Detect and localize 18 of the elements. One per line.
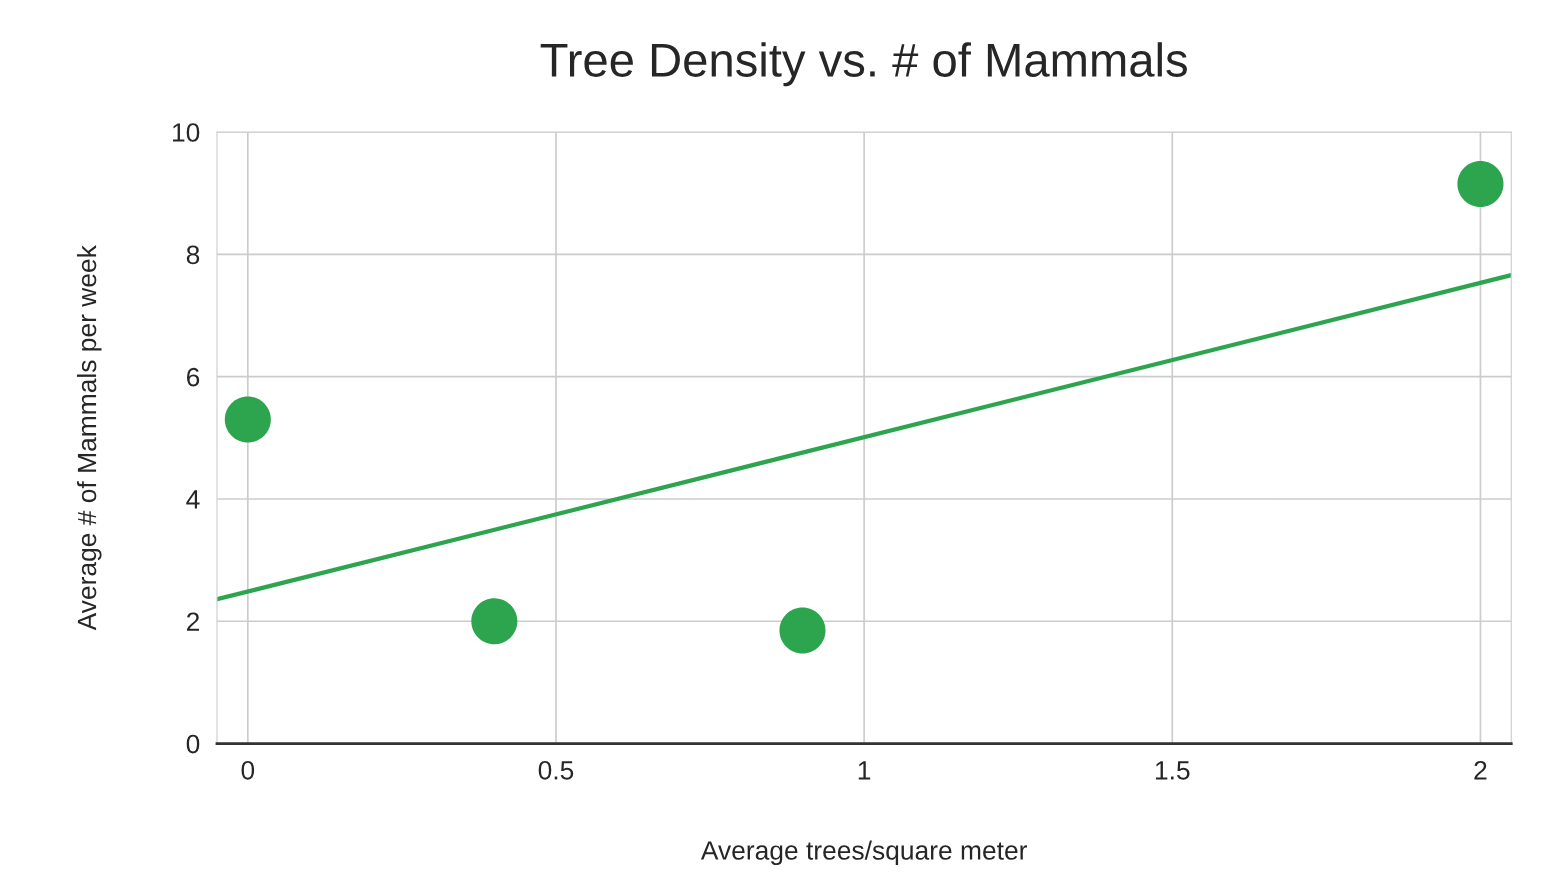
x-tick-label: 2: [1474, 760, 1487, 780]
x-tick-label: 0.5: [538, 760, 574, 780]
point: [1457, 160, 1504, 208]
x-axis-title: Average trees/square meter: [700, 840, 1028, 866]
chart-title: Tree Density vs. # of Mammals: [540, 42, 1187, 87]
y-tick-label: 0: [186, 734, 200, 754]
point: [224, 396, 271, 443]
y-tick-label: 6: [187, 367, 200, 387]
y-tick-label: 10: [173, 123, 200, 142]
x-tick-label: 1.5: [1155, 761, 1190, 780]
y-tick-label: 8: [186, 245, 200, 265]
point: [779, 607, 826, 654]
point: [471, 598, 518, 645]
y-axis-title: Average # of Mammals per week: [76, 245, 102, 631]
x-tick-label: 0: [241, 760, 255, 780]
y-tick-label: 4: [186, 490, 200, 509]
y-tick-label: 2: [186, 612, 200, 631]
x-tick-label: 1: [858, 761, 871, 780]
